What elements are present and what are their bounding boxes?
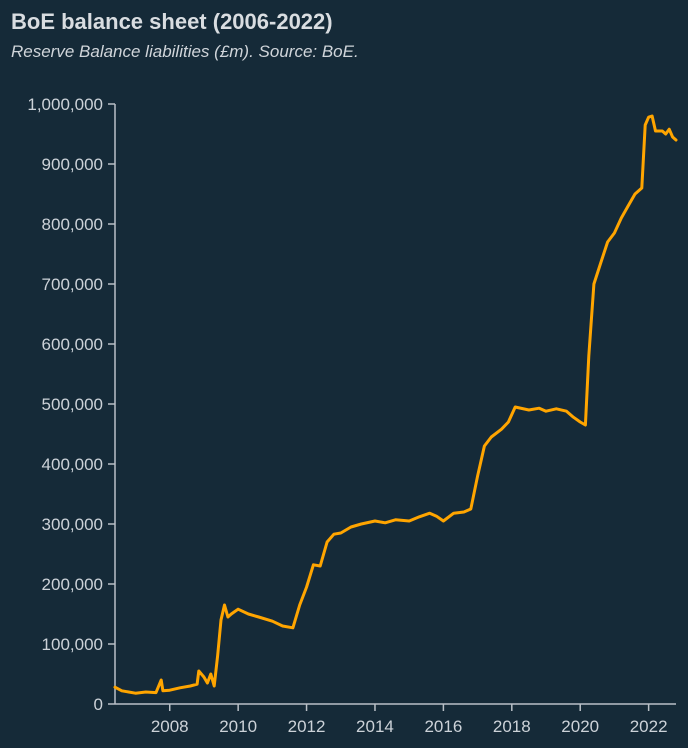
x-tick-label: 2022 — [630, 717, 668, 736]
x-tick-label: 2018 — [493, 717, 531, 736]
x-tick-label: 2016 — [424, 717, 462, 736]
x-tick-label: 2014 — [356, 717, 394, 736]
y-tick-label: 600,000 — [42, 335, 103, 354]
x-tick-label: 2008 — [151, 717, 189, 736]
y-tick-label: 1,000,000 — [27, 95, 103, 114]
y-tick-label: 400,000 — [42, 455, 103, 474]
y-tick-label: 900,000 — [42, 155, 103, 174]
x-tick-label: 2012 — [288, 717, 326, 736]
y-tick-label: 300,000 — [42, 515, 103, 534]
y-tick-label: 700,000 — [42, 275, 103, 294]
chart-title: BoE balance sheet (2006-2022) — [11, 9, 333, 34]
y-tick-label: 0 — [94, 695, 103, 714]
y-tick-label: 200,000 — [42, 575, 103, 594]
y-tick-label: 500,000 — [42, 395, 103, 414]
y-tick-label: 800,000 — [42, 215, 103, 234]
chart-subtitle: Reserve Balance liabilities (£m). Source… — [11, 42, 359, 61]
series-line — [113, 114, 678, 695]
x-tick-label: 2020 — [561, 717, 599, 736]
x-tick-label: 2010 — [219, 717, 257, 736]
y-tick-label: 100,000 — [42, 635, 103, 654]
